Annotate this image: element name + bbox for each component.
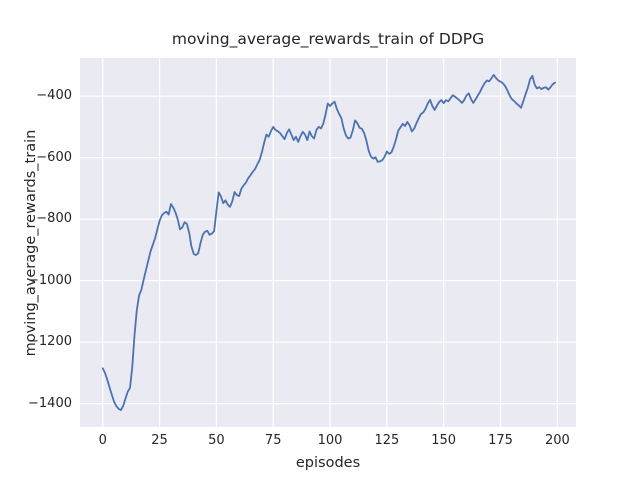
x-tick-label: 25 xyxy=(151,433,168,448)
chart-title: moving_average_rewards_train of DDPG xyxy=(171,30,485,48)
series-polyline xyxy=(101,74,556,411)
x-tick-label: 175 xyxy=(488,433,513,448)
y-tick-label: −800 xyxy=(36,211,72,227)
x-tick-label: 0 xyxy=(98,433,107,448)
data-series-line xyxy=(101,74,556,411)
y-tick-label: −1000 xyxy=(28,272,72,288)
y-tick-label: −400 xyxy=(36,88,72,104)
gridlines xyxy=(80,58,576,427)
x-tick-label: 125 xyxy=(374,433,400,448)
y-tick-label: −1200 xyxy=(28,334,72,350)
line-chart-canvas xyxy=(80,58,576,427)
x-tick-label: 150 xyxy=(431,433,457,448)
x-tick-label: 50 xyxy=(208,433,225,448)
plot-area xyxy=(80,58,576,427)
x-axis-label: episodes xyxy=(295,455,361,471)
x-tick-label: 75 xyxy=(264,433,282,448)
y-tick-label: −600 xyxy=(36,149,72,165)
x-tick-label: 200 xyxy=(544,433,570,448)
y-axis-label: moving_average_rewards_train xyxy=(23,129,39,357)
x-tick-label: 100 xyxy=(317,433,343,448)
y-tick-label: −1400 xyxy=(28,395,72,411)
